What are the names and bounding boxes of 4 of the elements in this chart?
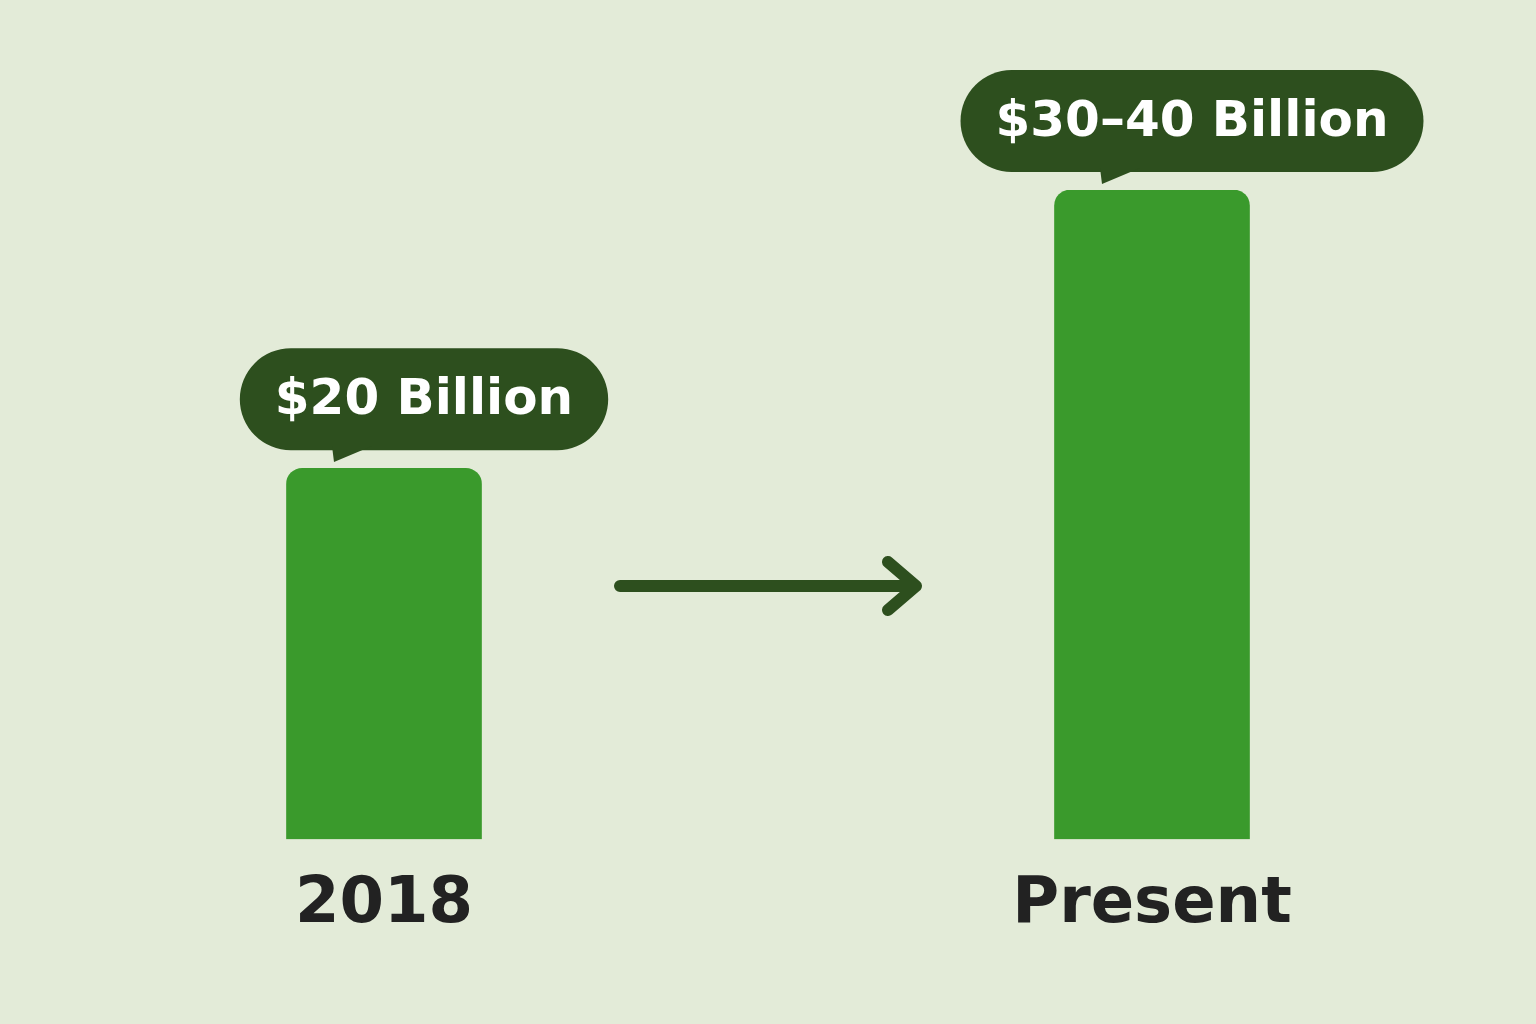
x-tick-label: Present <box>1012 863 1292 938</box>
data-label: $20 Billion <box>274 368 574 427</box>
x-tick-label: 2018 <box>294 863 474 938</box>
data-label: $30–40 Billion <box>995 89 1389 148</box>
